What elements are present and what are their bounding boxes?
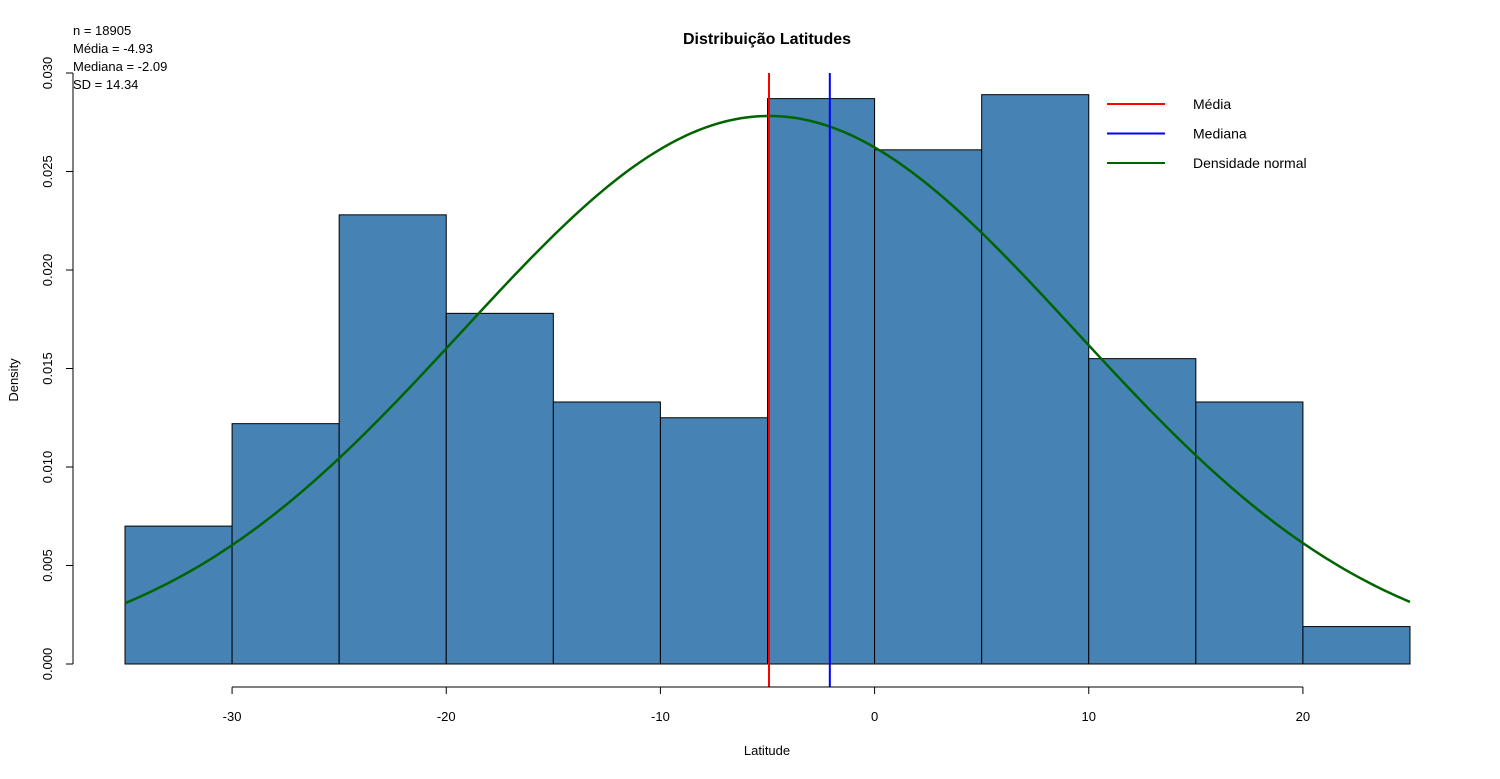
x-tick-label: 10 [1082,709,1096,724]
stat-mean: Média = -4.93 [73,41,153,56]
stat-n: n = 18905 [73,23,132,38]
chart-title: Distribuição Latitudes [683,31,851,48]
histogram-bar-5 [659,417,769,665]
histogram-bar-4 [552,401,661,665]
histogram-bar-11 [1302,626,1411,665]
normal-curve-group [124,114,1411,605]
stats-annotation: n = 18905 Média = -4.93 Mediana = -2.09 … [73,22,167,94]
stat-sd: SD = 14.34 [73,77,139,92]
y-axis-label: Density [6,358,21,402]
legend-label: Mediana [1193,126,1247,142]
y-tick-label: 0.005 [40,549,55,582]
legend-label: Densidade normal [1193,155,1307,171]
histogram-bar-2 [338,214,447,665]
x-tick-label: -20 [437,709,456,724]
histogram-bar-8 [981,94,1090,665]
y-tick-label: 0.025 [40,155,55,188]
histogram-bar-3 [445,312,554,665]
x-tick-label: -30 [223,709,242,724]
histogram-bar-1 [231,423,340,665]
y-tick-label: 0.000 [40,648,55,681]
x-axis: -30 -20 -10 0 10 20 [223,686,1310,724]
x-tick-label: -10 [651,709,670,724]
y-axis: 0.000 0.005 0.010 0.015 0.020 0.025 0.030 [40,57,74,681]
x-tick-label: 20 [1296,709,1310,724]
histogram-bar-10 [1195,401,1304,665]
y-tick-label: 0.030 [40,57,55,90]
legend-label: Média [1193,96,1231,112]
vertical-lines-group [767,73,831,687]
x-axis-label: Latitude [744,743,790,758]
stat-median: Mediana = -2.09 [73,59,168,74]
histogram-bar-6 [767,98,876,665]
y-tick-label: 0.015 [40,352,55,385]
y-tick-label: 0.010 [40,451,55,484]
legend: Média Mediana Densidade normal [1107,96,1307,171]
histogram-bar-9 [1088,358,1197,665]
y-tick-label: 0.020 [40,254,55,287]
x-tick-label: 0 [871,709,878,724]
bars-group [124,94,1411,665]
normal-density-curve [124,114,1411,605]
histogram-bar-7 [874,149,983,665]
